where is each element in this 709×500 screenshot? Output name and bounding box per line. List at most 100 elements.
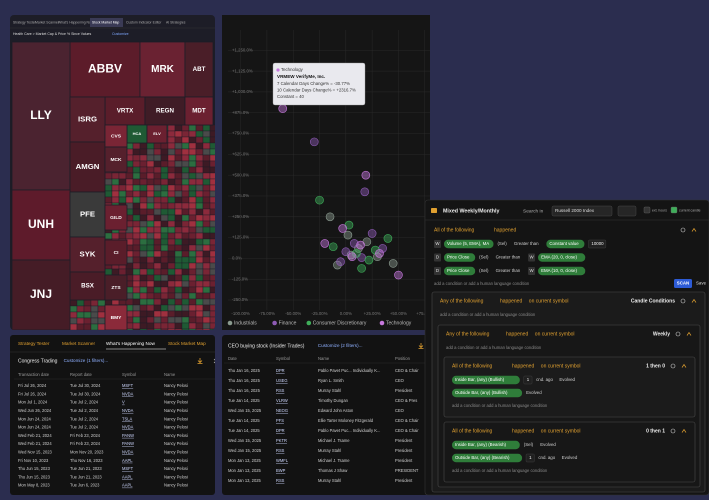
cell[interactable]: MSFT bbox=[122, 383, 134, 388]
point[interactable] bbox=[367, 229, 377, 238]
scope[interactable]: on current symbol bbox=[535, 331, 575, 337]
customize-link[interactable]: Customize bbox=[112, 32, 129, 36]
timeframe-box[interactable] bbox=[528, 253, 536, 262]
tile[interactable] bbox=[104, 146, 128, 173]
cell[interactable]: NVDA bbox=[122, 408, 134, 413]
point[interactable] bbox=[357, 264, 366, 273]
condition-pill[interactable] bbox=[444, 253, 476, 262]
cell[interactable]: RSS bbox=[276, 448, 285, 453]
point[interactable] bbox=[394, 270, 403, 280]
add-condition[interactable]: add a condition or add a human language … bbox=[434, 281, 530, 286]
tile[interactable] bbox=[104, 204, 128, 231]
tab[interactable]: What's Happening Now bbox=[106, 341, 155, 346]
cell[interactable]: PKTR bbox=[276, 438, 287, 443]
cell[interactable]: AAPL bbox=[122, 483, 133, 488]
cell[interactable]: NVDA bbox=[122, 391, 134, 396]
input-box[interactable] bbox=[523, 375, 533, 385]
add-condition[interactable]: add a condition or add a human language … bbox=[446, 345, 542, 350]
scope[interactable]: on current symbol bbox=[541, 363, 581, 369]
point[interactable] bbox=[347, 252, 357, 262]
cell[interactable]: PFS bbox=[276, 418, 284, 423]
toggle-icon[interactable] bbox=[670, 363, 676, 369]
point[interactable] bbox=[328, 242, 338, 252]
tile[interactable] bbox=[104, 304, 128, 330]
condition-pill[interactable] bbox=[538, 253, 586, 262]
event-mode[interactable]: happened bbox=[494, 227, 516, 233]
cell[interactable]: DPR bbox=[276, 428, 285, 433]
download-icon[interactable] bbox=[418, 343, 424, 349]
point[interactable] bbox=[375, 249, 384, 258]
add-condition[interactable]: add a condition or add a human language … bbox=[452, 468, 548, 473]
tab[interactable]: Strategy Tester bbox=[18, 341, 50, 346]
tab[interactable]: Custom Indicator Editor bbox=[126, 20, 162, 24]
cell[interactable]: NVDA bbox=[122, 449, 134, 454]
condition-pill[interactable] bbox=[546, 239, 585, 249]
collapse-icon[interactable] bbox=[691, 298, 697, 303]
tile[interactable] bbox=[104, 274, 128, 301]
cell[interactable]: RSS bbox=[276, 478, 285, 483]
point[interactable] bbox=[364, 255, 374, 265]
dropdown[interactable] bbox=[551, 205, 613, 217]
close-icon[interactable] bbox=[213, 358, 218, 364]
input-box[interactable] bbox=[588, 239, 607, 249]
event-mode[interactable]: happened bbox=[512, 428, 534, 434]
point[interactable] bbox=[360, 187, 370, 197]
event-mode[interactable]: happened bbox=[506, 331, 528, 337]
timeframe-box[interactable] bbox=[434, 253, 441, 262]
tile[interactable] bbox=[146, 124, 168, 144]
tab[interactable]: Market Scanner bbox=[35, 20, 60, 24]
checkbox[interactable] bbox=[670, 206, 678, 214]
tile[interactable] bbox=[184, 41, 214, 98]
cell[interactable]: USEG bbox=[276, 378, 288, 383]
cell[interactable]: PANW bbox=[122, 433, 134, 438]
add-condition[interactable]: add a condition or add a human language … bbox=[452, 403, 548, 408]
logic-mode[interactable]: All of the following bbox=[434, 227, 475, 233]
point[interactable] bbox=[388, 259, 398, 268]
cell[interactable]: AAPL bbox=[122, 474, 133, 479]
cell[interactable]: TSLA bbox=[122, 416, 133, 421]
toggle-icon[interactable] bbox=[670, 428, 676, 434]
point[interactable] bbox=[378, 244, 387, 253]
condition-pill[interactable] bbox=[444, 239, 494, 249]
cell[interactable]: VLRW bbox=[276, 398, 288, 403]
tile[interactable] bbox=[11, 259, 71, 330]
point[interactable] bbox=[349, 239, 359, 248]
cell[interactable]: BWP bbox=[276, 468, 286, 473]
customize-link[interactable]: Customize (1 filters)... bbox=[64, 358, 109, 363]
customize-link[interactable]: Customize (2 filters)... bbox=[318, 343, 363, 348]
tab[interactable]: What's Happening Now bbox=[58, 20, 94, 24]
condition-pill[interactable] bbox=[444, 266, 476, 276]
collapse-icon[interactable] bbox=[681, 428, 687, 433]
logic-mode[interactable]: Any of the following bbox=[440, 298, 484, 304]
checkbox[interactable] bbox=[643, 206, 651, 214]
tile[interactable] bbox=[69, 191, 106, 238]
logic-mode[interactable]: All of the following bbox=[452, 363, 493, 369]
point[interactable] bbox=[309, 137, 319, 147]
condition-pill[interactable] bbox=[538, 266, 586, 276]
point[interactable] bbox=[333, 260, 342, 270]
cell[interactable]: DPR bbox=[276, 368, 285, 373]
collapse-icon[interactable] bbox=[686, 331, 692, 336]
point[interactable] bbox=[383, 234, 393, 243]
condition-pill[interactable] bbox=[452, 388, 523, 398]
cell[interactable]: V bbox=[122, 400, 125, 405]
tab[interactable]: Strategy Tester bbox=[13, 20, 37, 24]
collapse-icon[interactable] bbox=[681, 363, 687, 368]
cell[interactable]: PANW bbox=[122, 441, 134, 446]
tile[interactable] bbox=[184, 96, 214, 126]
tile[interactable] bbox=[104, 96, 146, 126]
toolbar-button[interactable] bbox=[617, 205, 637, 217]
point[interactable] bbox=[320, 239, 330, 248]
tile[interactable] bbox=[139, 41, 186, 98]
cell[interactable]: NEOG bbox=[276, 408, 288, 413]
add-condition[interactable]: add a condition or add a human language … bbox=[440, 312, 536, 317]
download-icon[interactable] bbox=[197, 358, 203, 364]
toggle-icon[interactable] bbox=[675, 331, 681, 337]
point[interactable] bbox=[315, 195, 324, 205]
point[interactable] bbox=[336, 257, 345, 267]
timeframe-box[interactable] bbox=[528, 267, 536, 275]
point[interactable] bbox=[278, 104, 288, 113]
collapse-icon[interactable] bbox=[691, 227, 697, 232]
tab[interactable]: Stock Market Map bbox=[92, 20, 119, 24]
event-mode[interactable]: happened bbox=[500, 298, 522, 304]
